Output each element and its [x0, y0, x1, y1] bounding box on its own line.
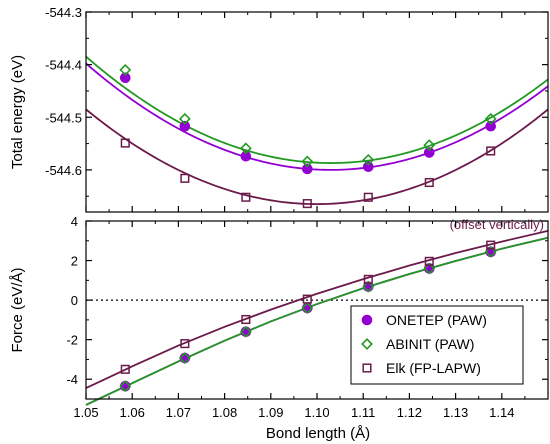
top-point-abinit: [239, 142, 252, 155]
bottom-point-abinit: [119, 380, 132, 393]
top-point-elk: [363, 192, 373, 202]
legend-label-abinit: ABINIT (PAW): [386, 336, 474, 352]
bottom-panel: 4 2 0 -2 -4 1.05 1.06 1.07 1.08 1.09 1.10 1.11 1.12…: [9, 214, 549, 442]
bottom-point-abinit: [484, 245, 497, 258]
top-point-onetep: [119, 72, 131, 84]
bottom-point-abinit: [239, 325, 252, 338]
top-point-abinit: [301, 155, 314, 168]
bottom-point-onetep: [179, 352, 191, 364]
bottom-curve-elk: [85, 230, 549, 389]
top-point-onetep: [240, 150, 252, 162]
top-point-onetep: [301, 163, 313, 175]
top-point-abinit: [178, 112, 191, 125]
top-fit-curves: [85, 55, 549, 206]
top-point-elk: [424, 177, 434, 188]
x-axis-title: Bond length (Å): [266, 425, 370, 442]
top-point-onetep: [423, 147, 435, 158]
top-y-ticks: -544.3 -544.4 -544.5 -544.6: [45, 5, 548, 197]
bottom-point-abinit: [178, 352, 191, 364]
top-point-abinit: [423, 139, 436, 152]
x-tick-label: 1.08: [212, 405, 237, 420]
top-point-elk: [120, 138, 130, 148]
legend-label-onetep: ONETEP (PAW): [386, 312, 487, 328]
bottom-point-elk: [241, 314, 251, 325]
bottom-y-ticks: 4 2 0 -2 -4: [66, 214, 548, 387]
top-x-ticks: [85, 12, 526, 212]
x-tick-label: 1.07: [166, 405, 191, 420]
bottom-point-abinit: [362, 280, 375, 293]
x-tick-label: 1.05: [73, 405, 98, 420]
top-curve-elk: [85, 108, 549, 206]
top-point-elk: [302, 199, 312, 209]
x-tick-label: 1.09: [258, 405, 283, 420]
top-plot-frame: [85, 11, 549, 213]
bottom-point-elk: [363, 274, 373, 284]
bottom-fit-curves: [85, 230, 549, 406]
offset-annotation: (offset vertically): [450, 217, 544, 232]
legend-marker-abinit: [361, 338, 373, 350]
bottom-x-ticks: 1.05 1.06 1.07 1.08 1.09 1.10 1.11 1.12 1.13 1.14: [73, 221, 526, 420]
top-point-abinit: [362, 153, 375, 166]
top-point-onetep: [179, 120, 191, 132]
x-tick-label: 1.10: [304, 405, 329, 420]
top-y-axis-title: Total energy (eV): [9, 55, 26, 169]
legend-box: [350, 305, 524, 385]
bottom-point-onetep: [119, 380, 131, 392]
legend-marker-elk: [362, 363, 372, 373]
x-tick-label: 1.12: [397, 405, 422, 420]
legend: ONETEP (PAW) ABINIT (PAW) Elk (FP-LAPW): [350, 305, 524, 385]
bottom-point-onetep: [301, 302, 313, 314]
legend-marker-onetep: [361, 314, 373, 326]
top-point-abinit: [119, 63, 132, 76]
bottom-point-onetep: [240, 326, 252, 338]
bottom-ytick-label: -2: [66, 333, 78, 348]
bottom-ytick-label: 4: [71, 214, 78, 229]
top-point-elk: [241, 192, 251, 202]
top-curve-abinit: [85, 55, 549, 164]
bottom-point-abinit: [301, 302, 314, 314]
bottom-point-elk: [180, 339, 190, 349]
x-tick-label: 1.14: [489, 405, 514, 420]
top-point-onetep: [362, 161, 374, 173]
top-markers: [119, 63, 497, 209]
x-tick-label: 1.13: [443, 405, 468, 420]
top-panel: -544.3 -544.4 -544.5 -544.6 (offset vertica…: [9, 5, 549, 232]
top-ytick-label: -544.5: [45, 110, 82, 125]
bottom-point-elk: [424, 256, 434, 266]
top-point-onetep: [485, 120, 497, 132]
top-point-elk: [180, 173, 190, 183]
bottom-point-elk: [486, 240, 496, 250]
bottom-ytick-label: 2: [71, 254, 78, 269]
bottom-markers: [119, 240, 497, 393]
bottom-point-elk: [302, 294, 312, 304]
top-ytick-label: -544.4: [45, 58, 82, 73]
bottom-point-abinit: [423, 262, 436, 275]
bottom-point-elk: [120, 364, 130, 374]
bottom-curve-abinit: [85, 236, 549, 406]
bottom-ytick-label: -4: [66, 372, 78, 387]
legend-label-elk: Elk (FP-LAPW): [386, 360, 481, 376]
bottom-ytick-label: 0: [71, 293, 78, 308]
top-ytick-label: -544.6: [45, 163, 82, 178]
x-tick-label: 1.06: [120, 405, 145, 420]
bottom-y-axis-title: Force (eV/Å): [9, 267, 26, 352]
top-ytick-label: -544.3: [45, 5, 82, 20]
top-curve-onetep: [85, 62, 549, 171]
top-point-elk: [486, 146, 496, 156]
top-point-abinit: [484, 112, 497, 125]
x-tick-label: 1.11: [351, 405, 375, 420]
